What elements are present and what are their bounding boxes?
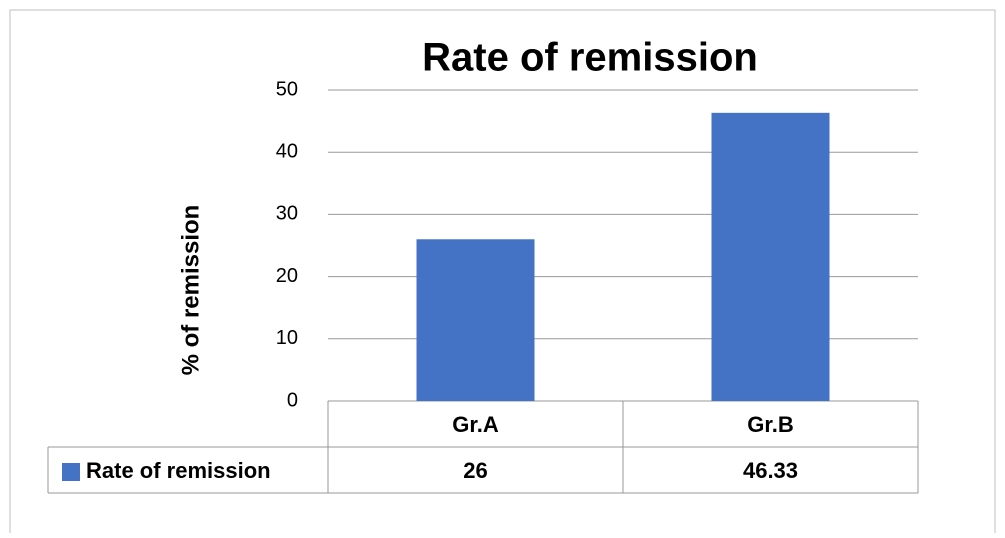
y-tick-label: 0 bbox=[287, 389, 298, 411]
chart-title: Rate of remission bbox=[422, 36, 758, 80]
y-tick-label: 50 bbox=[276, 78, 298, 100]
bar bbox=[416, 239, 535, 401]
y-tick-label: 20 bbox=[276, 265, 298, 287]
x-tick-label: Gr.A bbox=[452, 412, 499, 437]
table-value: 26 bbox=[463, 458, 487, 483]
y-tick-label: 30 bbox=[276, 203, 298, 225]
table-value: 46.33 bbox=[743, 458, 798, 483]
y-tick-label: 10 bbox=[276, 327, 298, 349]
bar bbox=[711, 112, 830, 402]
legend-key bbox=[62, 463, 80, 481]
y-tick-label: 40 bbox=[276, 140, 298, 162]
x-tick-label: Gr.B bbox=[747, 412, 793, 437]
y-axis-label: % of remission bbox=[177, 205, 204, 376]
legend-label: Rate of remission bbox=[86, 458, 271, 483]
chart-frame bbox=[9, 9, 996, 533]
